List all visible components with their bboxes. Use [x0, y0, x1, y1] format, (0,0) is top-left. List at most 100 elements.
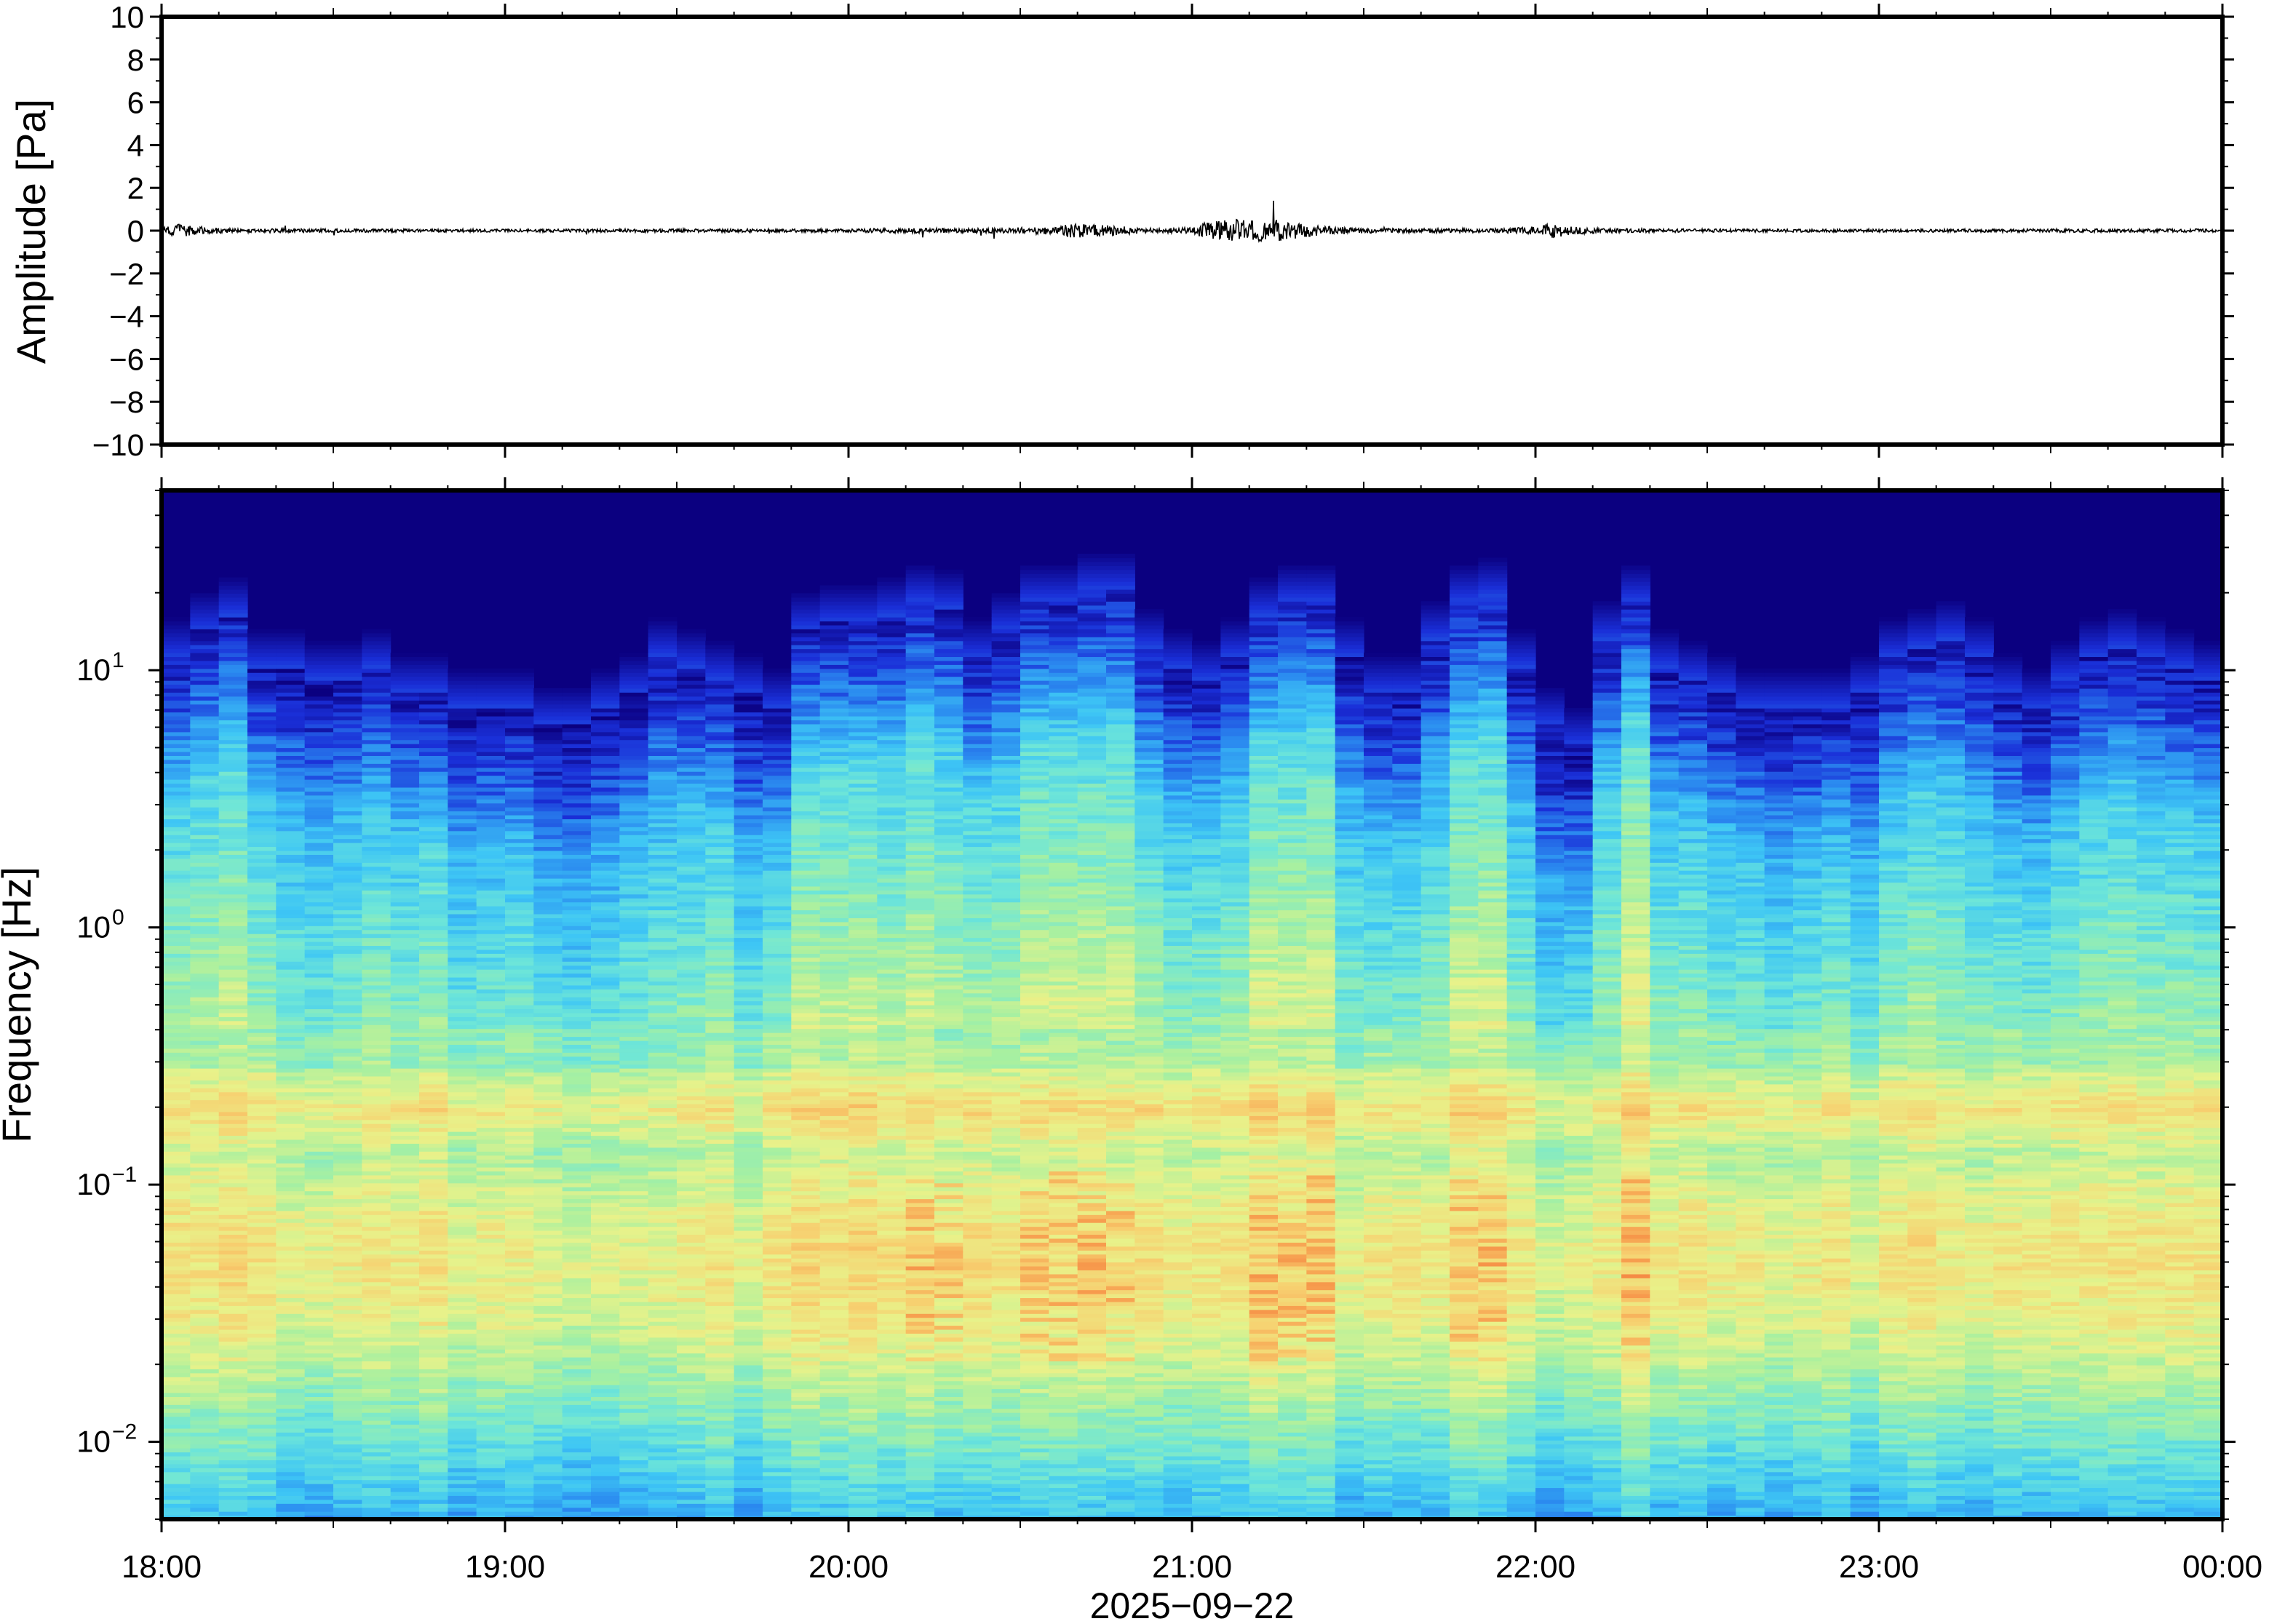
spectrogram-cell: [362, 1103, 392, 1108]
spectrogram-cell: [390, 1155, 420, 1160]
spectrogram-cell: [734, 1008, 763, 1014]
spectrogram-cell: [390, 783, 420, 788]
spectrogram-cell: [705, 1507, 735, 1512]
spectrogram-cell: [763, 1420, 792, 1425]
spectrogram-cell: [304, 1099, 334, 1104]
spectrogram-cell: [562, 1281, 592, 1286]
spectrogram-cell: [362, 1436, 392, 1441]
spectrogram-cell: [276, 684, 306, 689]
spectrogram-cell: [190, 1222, 220, 1227]
spectrogram-cell: [763, 1265, 792, 1270]
spectrogram-cell: [247, 1353, 277, 1358]
spectrogram-cell: [448, 1396, 477, 1401]
spectrogram-cell: [619, 763, 649, 768]
spectrogram-cell: [448, 1028, 477, 1033]
spectrogram-cell: [390, 893, 420, 899]
spectrogram-cell: [705, 1313, 735, 1318]
spectrogram-cell: [476, 1337, 506, 1342]
spectrogram-cell: [705, 1400, 735, 1405]
spectrogram-cell: [448, 1270, 477, 1275]
spectrogram-cell: [505, 981, 534, 986]
spectrogram-cell: [162, 1468, 191, 1473]
spectrogram-cell: [763, 1016, 792, 1022]
spectrogram-cell: [677, 1123, 706, 1129]
spectrogram-cell: [304, 1301, 334, 1306]
spectrogram-cell: [190, 632, 220, 637]
spectrogram-cell: [190, 712, 220, 717]
spectrogram-cell: [505, 1479, 534, 1484]
spectrogram-cell: [218, 1083, 248, 1088]
spectrogram-cell: [333, 767, 362, 772]
spectrogram-cell: [591, 1096, 620, 1101]
spectrogram-cell: [763, 1436, 792, 1441]
spectrogram-cell: [533, 1440, 563, 1445]
spectrogram-cell: [562, 984, 592, 990]
spectrogram-cell: [190, 1163, 220, 1168]
spectrogram-cell: [734, 763, 763, 768]
spectrogram-cell: [763, 1416, 792, 1421]
spectrogram-cell: [648, 1448, 677, 1453]
spectrogram-cell: [390, 1357, 420, 1362]
spectrogram-cell: [162, 668, 191, 673]
spectrogram-cell: [505, 1396, 534, 1401]
spectrogram-cell: [763, 1297, 792, 1302]
spectrogram-cell: [505, 688, 534, 693]
spectrogram-cell: [562, 1270, 592, 1275]
spectrogram-cell: [619, 1305, 649, 1310]
spectrogram-cell: [677, 1060, 706, 1065]
spectrogram-cell: [448, 1238, 477, 1243]
spectrogram-cell: [619, 1471, 649, 1476]
spectrogram-cell: [419, 866, 448, 871]
spectrogram-cell: [533, 1341, 563, 1346]
spectrogram-cell: [190, 1151, 220, 1156]
spectrogram-cell: [505, 1372, 534, 1377]
spectrogram-cell: [505, 997, 534, 1002]
spectrogram-cell: [763, 803, 792, 808]
spectrogram-cell: [247, 918, 277, 923]
spectrogram-cell: [734, 803, 763, 808]
spectrogram-cell: [734, 862, 763, 867]
spectrogram-cell: [247, 1468, 277, 1473]
spectrogram-cell: [705, 1056, 735, 1061]
spectrogram-cell: [648, 1357, 677, 1362]
spectrogram-cell: [648, 1476, 677, 1481]
spectrogram-cell: [419, 1262, 448, 1267]
spectrogram-cell: [476, 1016, 506, 1022]
spectrogram-cell: [276, 1345, 306, 1350]
spectrogram-cell: [419, 1123, 448, 1129]
spectrogram-cell: [419, 1265, 448, 1270]
spectrogram-cell: [276, 715, 306, 721]
spectrogram-cell: [448, 1096, 477, 1101]
spectrogram-cell: [476, 1511, 506, 1516]
spectrogram-cell: [190, 1440, 220, 1445]
spectrogram-cell: [333, 1190, 362, 1195]
spectrogram-cell: [476, 885, 506, 891]
spectrogram-cell: [419, 1119, 448, 1124]
spectrogram-cell: [591, 1000, 620, 1006]
spectrogram-cell: [648, 672, 677, 677]
spectrogram-cell: [247, 1072, 277, 1077]
spectrogram-cell: [591, 791, 620, 796]
spectrogram-cell: [247, 1222, 277, 1227]
spectrogram-cell: [390, 1317, 420, 1322]
spectrogram-cell: [677, 1226, 706, 1231]
spectrogram-cell: [734, 1361, 763, 1366]
spectrogram-cell: [362, 1313, 392, 1318]
spectrogram-cell: [533, 1056, 563, 1061]
spectrogram-cell: [362, 838, 392, 843]
spectrogram-cell: [648, 1305, 677, 1310]
spectrogram-cell: [190, 1270, 220, 1275]
spectrogram-cell: [218, 866, 248, 871]
spectrogram-cell: [218, 1218, 248, 1223]
spectrogram-cell: [591, 893, 620, 899]
spectrogram-cell: [562, 1388, 592, 1393]
spectrogram-cell: [505, 874, 534, 879]
spectrogram-cell: [648, 1040, 677, 1045]
spectrogram-cell: [247, 645, 277, 650]
spectrogram-cell: [448, 1044, 477, 1049]
spectrogram-cell: [304, 1273, 334, 1278]
spectrogram-cell: [362, 1380, 392, 1385]
spectrogram-cell: [591, 811, 620, 816]
spectrogram-cell: [562, 1301, 592, 1306]
spectrogram-cell: [390, 1151, 420, 1156]
